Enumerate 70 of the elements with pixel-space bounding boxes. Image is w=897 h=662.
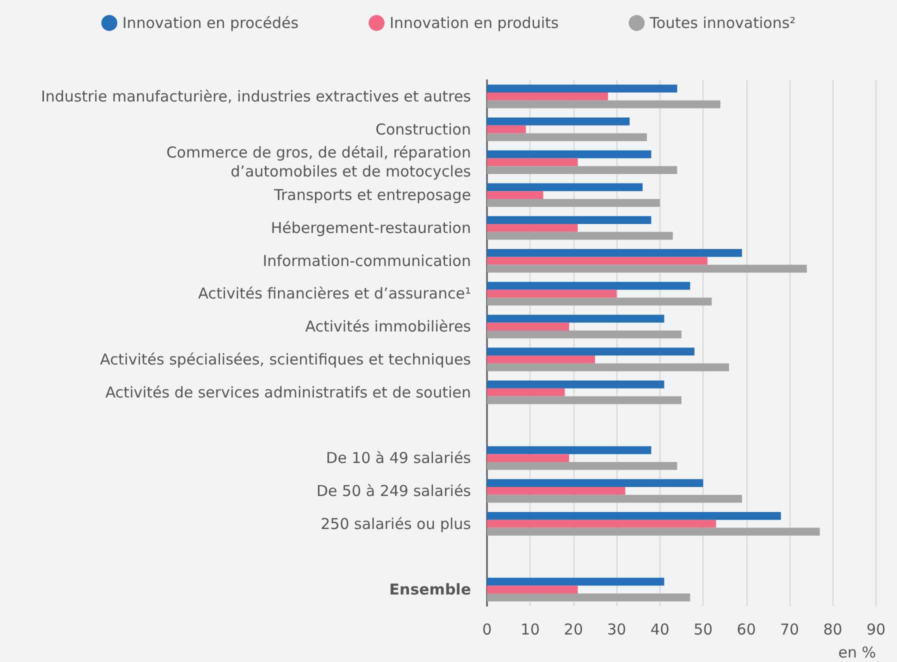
x-tick-label: 10 [520,620,540,638]
bar [487,166,678,174]
y-tick-label: Industrie manufacturière, industries extractives et autres [40,87,472,106]
bar [487,586,578,594]
bar [487,512,781,520]
y-tick-label: Ensemble [389,580,471,599]
bar [487,216,652,224]
bar [487,479,704,487]
bar [487,232,673,240]
bar [487,355,596,364]
bar [487,454,570,462]
bar [487,578,664,586]
x-axis-title: en % [838,644,876,662]
x-tick-label: 30 [607,620,626,638]
y-tick-label: Transports et entreposage [273,186,471,204]
bar [487,486,626,495]
y-tick-label: De 10 à 49 salariés [326,449,472,468]
bar [487,322,570,331]
bar [487,224,578,232]
legend-label: Innovation en procédés [122,14,299,32]
bar [487,348,694,356]
y-tick-label: Activités financières et d’assurance¹ [198,284,471,303]
bar [487,282,690,290]
y-tick-label: 250 salariés ou plus [320,514,472,533]
bar [487,125,526,134]
bar [487,528,820,536]
bar [487,191,544,200]
y-tick-label: Information-communication [262,252,471,270]
y-tick-label: De 50 à 249 salariés [316,482,472,500]
x-tick-label: 40 [650,620,670,638]
bar [487,446,652,454]
y-tick-label: Commerce de gros, de détail, réparation d’automobiles et de motocycles [166,144,472,181]
bar [487,199,660,207]
x-tick-label: 80 [823,620,842,638]
bar [487,158,578,166]
legend-label: Innovation en produits [390,14,559,32]
bar [487,314,664,323]
x-tick-label: 0 [482,620,492,638]
bar [487,462,678,470]
x-tick-label: 70 [780,620,800,638]
y-tick-label: Activités de services administratifs et de soutien [105,383,471,402]
bar [487,290,617,298]
bar [487,100,720,108]
x-tick-label: 90 [866,620,886,638]
bar [487,133,647,142]
bar [487,363,730,372]
bar [487,396,682,404]
x-tick-label: 50 [694,620,713,638]
bar [487,248,742,257]
x-tick-label: 20 [564,620,583,638]
bar [487,494,742,503]
bar [487,92,608,100]
y-tick-label: Activités immobilières [305,318,472,336]
bar [487,330,682,338]
bar [487,594,690,602]
bar [487,380,664,388]
bar [487,84,678,92]
y-tick-label: Hébergement-restauration [270,218,471,237]
bar [487,256,708,265]
y-tick-label: Construction [375,120,471,138]
bar [487,183,643,192]
x-tick-label: 60 [736,620,756,638]
bar [487,298,712,306]
bar [487,117,630,126]
bar [487,520,716,528]
bar [487,150,652,158]
y-tick-label: Activités spécialisées, scientifiques et techniques [100,350,472,368]
bar [487,388,565,396]
legend-label: Toutes innovations² [648,14,796,32]
bar [487,264,807,273]
